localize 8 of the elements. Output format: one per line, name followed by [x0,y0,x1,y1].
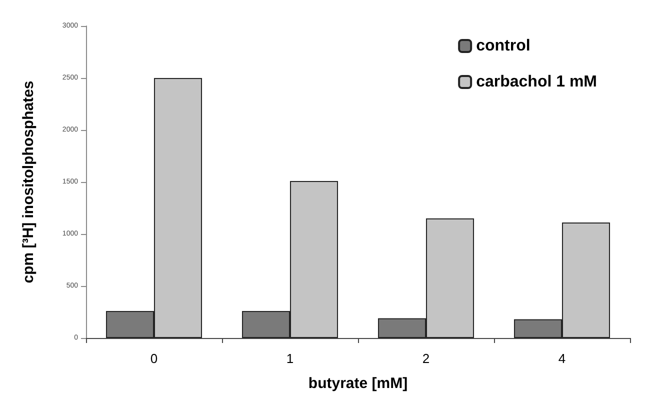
x-axis-title: butyrate [mM] [308,375,408,392]
x-tick-label: 1 [286,351,294,366]
x-tick-label: 4 [558,351,566,366]
y-axis-title: cpm [³H] inositolphosphates [20,80,37,284]
legend-label: carbachol 1 mM [476,74,598,90]
x-tick-label: 0 [150,351,158,366]
legend-label: control [476,38,530,54]
x-tick-label: 2 [422,351,430,366]
